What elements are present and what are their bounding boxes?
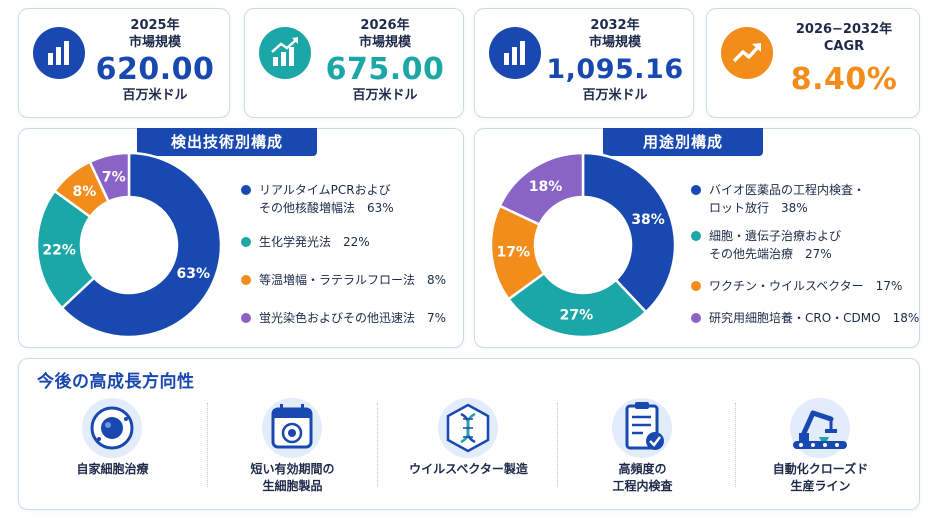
calendar-cell-icon — [251, 397, 333, 459]
pie-slice — [498, 151, 585, 227]
legend-item: リアルタイムPCRおよび その他核酸増幅法 63% — [241, 181, 394, 217]
legend-item: 細胞・遺伝子治療および その他先端治療 27% — [691, 227, 841, 263]
feature-label: 自家細胞治療 — [76, 462, 149, 476]
cell-icon — [71, 397, 153, 459]
legend-label: リアルタイムPCRおよび — [259, 183, 391, 197]
legend-label: ロット放行 38% — [709, 201, 808, 215]
section-title: 検出技術別構成 — [137, 128, 317, 156]
kpi-metric-label: CAGR — [823, 39, 865, 54]
feature-automated-closed-production-line: 自動化クローズド 生産ライン — [743, 393, 898, 501]
divider — [735, 403, 736, 487]
legend-item: 蛍光染色およびその他迅速法 7% — [241, 309, 446, 327]
legend-swatch — [691, 231, 701, 241]
feature-high-frequency-in-process-testing: 高頻度の 工程内検査 — [565, 393, 720, 501]
pie-slice — [506, 271, 648, 339]
pie-slice-label: 27% — [560, 308, 594, 324]
feature-label: ウイルスベクター製造 — [409, 462, 528, 476]
pie-slice-label: 17% — [497, 245, 531, 261]
kpi-year-label: 2026年 — [360, 18, 410, 33]
robot-arm-icon — [779, 397, 861, 459]
clipboard-check-icon — [601, 397, 683, 459]
kpi-period-label: 2026−2032年 — [795, 22, 893, 37]
pie-slice — [60, 151, 223, 339]
legend-swatch — [241, 275, 251, 285]
bar-chart-icon — [489, 27, 541, 79]
legend-label: 生化学発光法 22% — [259, 235, 370, 249]
kpi-value: 620.00 — [95, 52, 215, 87]
trend-up-icon — [721, 27, 773, 79]
kpi-card-2025: 2025年 市場規模 620.00 百万米ドル — [18, 8, 230, 118]
divider — [207, 403, 208, 487]
feature-short-shelf-life-cell-products: 短い有効期間の 生細胞製品 — [215, 393, 370, 501]
legend-swatch — [241, 185, 251, 195]
application-section: 用途別構成 38% 27% 17% 18% バイオ医薬品の工程内検査・ ロット放行 3… — [474, 128, 920, 348]
kpi-value: 675.00 — [325, 52, 445, 87]
application-pie-chart: 38% 27% 17% 18% — [489, 151, 677, 339]
pie-slice-label: 8% — [72, 184, 96, 200]
kpi-unit: 百万米ドル — [352, 88, 418, 103]
legend-item: バイオ医薬品の工程内検査・ ロット放行 38% — [691, 181, 865, 217]
legend-item: 等温増幅・ラテラルフロー法 8% — [241, 271, 446, 289]
legend-item: ワクチン・ウイルスベクター 17% — [691, 277, 902, 295]
kpi-card-cagr: 2026−2032年 CAGR 8.40% — [706, 8, 920, 118]
detection-tech-section: 検出技術別構成 63% 22% 8% 7% リアルタイムPCRおよび その他核酸増幅法… — [18, 128, 464, 348]
pie-slice — [581, 151, 677, 314]
future-directions-title: 今後の高成長方向性 — [37, 372, 195, 392]
feature-label: 自動化クローズド 生産ライン — [772, 462, 869, 493]
kpi-unit: 百万米ドル — [582, 88, 648, 103]
pie-slice-label: 63% — [176, 266, 210, 282]
legend-label: 等温増幅・ラテラルフロー法 8% — [259, 273, 447, 287]
section-title: 用途別構成 — [603, 128, 763, 156]
kpi-year-label: 2032年 — [590, 18, 640, 33]
feature-label: 短い有効期間の 生細胞製品 — [250, 462, 335, 493]
legend-label: 研究用細胞培養・CRO・CDMO 18% — [709, 311, 920, 325]
legend-label: バイオ医薬品の工程内検査・ — [709, 183, 866, 197]
legend-item: 生化学発光法 22% — [241, 233, 370, 251]
legend-label: 蛍光染色およびその他迅速法 7% — [259, 311, 447, 325]
legend-label: 細胞・遺伝子治療および — [709, 229, 842, 243]
legend-label: ワクチン・ウイルスベクター 17% — [709, 279, 903, 293]
bar-chart-icon — [33, 27, 85, 79]
legend-item: 研究用細胞培養・CRO・CDMO 18% — [691, 309, 919, 327]
feature-viral-vector-manufacturing: ウイルスベクター製造 — [391, 393, 546, 501]
kpi-metric-label: 市場規模 — [128, 35, 181, 50]
legend-label: その他核酸増幅法 63% — [259, 201, 394, 215]
feature-autologous-cell-therapy: 自家細胞治療 — [35, 393, 190, 501]
divider — [557, 403, 558, 487]
pie-slice-label: 7% — [102, 170, 126, 186]
kpi-metric-label: 市場規模 — [588, 35, 641, 50]
legend-swatch — [691, 281, 701, 291]
divider — [377, 403, 378, 487]
future-directions-section: 今後の高成長方向性 自家細胞治療 — [18, 358, 920, 510]
feature-label: 高頻度の 工程内検査 — [612, 462, 673, 493]
kpi-unit: 百万米ドル — [122, 88, 188, 103]
dna-icon — [427, 397, 509, 459]
kpi-value: 8.40% — [790, 62, 898, 97]
kpi-metric-label: 市場規模 — [358, 35, 411, 50]
kpi-year-label: 2025年 — [130, 18, 180, 33]
legend-swatch — [241, 237, 251, 247]
legend-swatch — [691, 185, 701, 195]
kpi-card-2032: 2032年 市場規模 1,095.16 百万米ドル — [474, 8, 694, 118]
legend-label: その他先端治療 27% — [709, 247, 832, 261]
legend-swatch — [241, 313, 251, 323]
growth-chart-icon — [259, 27, 311, 79]
pie-slice-label: 22% — [42, 242, 76, 258]
kpi-value: 1,095.16 — [546, 54, 684, 85]
detection-tech-pie-chart: 63% 22% 8% 7% — [35, 151, 223, 339]
kpi-card-2026: 2026年 市場規模 675.00 百万米ドル — [244, 8, 464, 118]
pie-slice — [88, 151, 131, 204]
pie-slice-label: 18% — [529, 179, 563, 195]
legend-swatch — [691, 313, 701, 323]
pie-slice-label: 38% — [631, 212, 665, 228]
